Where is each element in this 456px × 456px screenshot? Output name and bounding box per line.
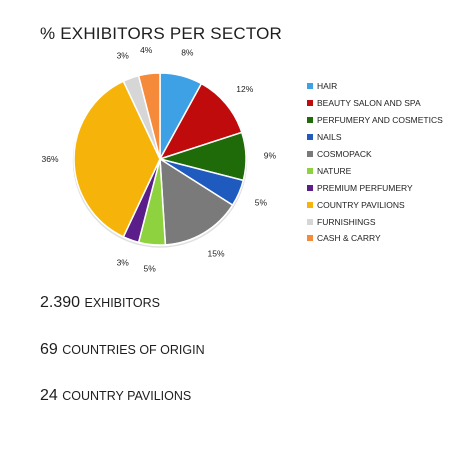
legend-label: COUNTRY PAVILIONS [317, 199, 405, 210]
pie-slice-cash-and-carry [137, 72, 161, 160]
legend-item-cash-and-carry: CASH & CARRY [307, 230, 443, 247]
pie-data-label-nature: 5% [143, 264, 156, 274]
legend-label: PERFUMERY AND COSMETICS [317, 115, 443, 126]
pie-data-label-cosmopack: 15% [207, 249, 224, 259]
pie-data-label-furnishings: 3% [117, 51, 130, 61]
stat-number: 69 [40, 341, 58, 358]
stat-exhibitors: 2.390 EXHIBITORS [40, 294, 160, 312]
legend-swatch [307, 100, 313, 107]
legend-swatch [307, 167, 313, 174]
legend-item-nails: NAILS [307, 129, 443, 146]
legend-swatch [307, 184, 313, 191]
legend-item-perfumery-and-cosmetics: PERFUMERY AND COSMETICS [307, 112, 443, 129]
legend-item-nature: NATURE [307, 162, 443, 179]
legend-label: COSMOPACK [317, 149, 372, 159]
pie-slice-beauty-salon-and-spa [158, 82, 243, 161]
pie-data-label-cash-and-carry: 4% [140, 45, 153, 55]
stat-number: 2.390 [40, 294, 81, 311]
pie-data-label-hair: 8% [181, 47, 194, 57]
legend-label: NAILS [317, 132, 342, 143]
legend-swatch [307, 218, 313, 225]
stat-label: COUNTRIES OF ORIGIN [62, 343, 205, 357]
legend-item-furnishings: FURNISHINGS [307, 213, 443, 230]
pie-data-label-nails: 5% [255, 198, 268, 208]
pie-data-label-premium-perfumery: 3% [117, 257, 130, 267]
stat-pavilions: 24 COUNTRY PAVILIONS [40, 387, 191, 405]
legend-swatch [307, 235, 313, 242]
chart-legend: HAIR BEAUTY SALON AND SPA PERFUMERY AND CO… [307, 78, 443, 247]
pie-slice-country-pavilions [73, 80, 161, 238]
legend-swatch [307, 134, 313, 141]
stat-label: EXHIBITORS [84, 296, 160, 310]
legend-label: BEAUTY SALON AND SPA [317, 98, 421, 109]
legend-swatch [307, 151, 313, 157]
legend-item-cosmopack: COSMOPACK [307, 146, 443, 163]
legend-label: PREMIUM PERFUMERY [317, 182, 413, 193]
legend-label: CASH & CARRY [317, 233, 381, 244]
legend-item-country-pavilions: COUNTRY PAVILIONS [307, 196, 443, 213]
legend-swatch [307, 83, 313, 90]
legend-item-premium-perfumery: PREMIUM PERFUMERY [307, 179, 443, 196]
pie-data-label-perfumery-and-cosmetics: 9% [264, 151, 277, 161]
stat-number: 24 [40, 387, 58, 404]
legend-swatch [307, 201, 313, 208]
stat-label: COUNTRY PAVILIONS [62, 389, 192, 403]
pie-data-label-beauty-salon-and-spa: 12% [236, 84, 253, 94]
legend-label: FURNISHINGS [317, 216, 376, 227]
legend-swatch [307, 117, 313, 124]
legend-label: HAIR [317, 81, 338, 92]
legend-label: NATURE [317, 165, 352, 176]
pie-data-label-country-pavilions: 36% [41, 154, 58, 164]
chart-title: % EXHIBITORS PER SECTOR [40, 24, 283, 43]
legend-item-hair: HAIR [307, 78, 443, 95]
legend-item-beauty-salon-and-spa: BEAUTY SALON AND SPA [307, 95, 443, 112]
pie-slice-cosmopack [159, 157, 234, 246]
stat-countries: 69 COUNTRIES OF ORIGIN [40, 341, 205, 359]
